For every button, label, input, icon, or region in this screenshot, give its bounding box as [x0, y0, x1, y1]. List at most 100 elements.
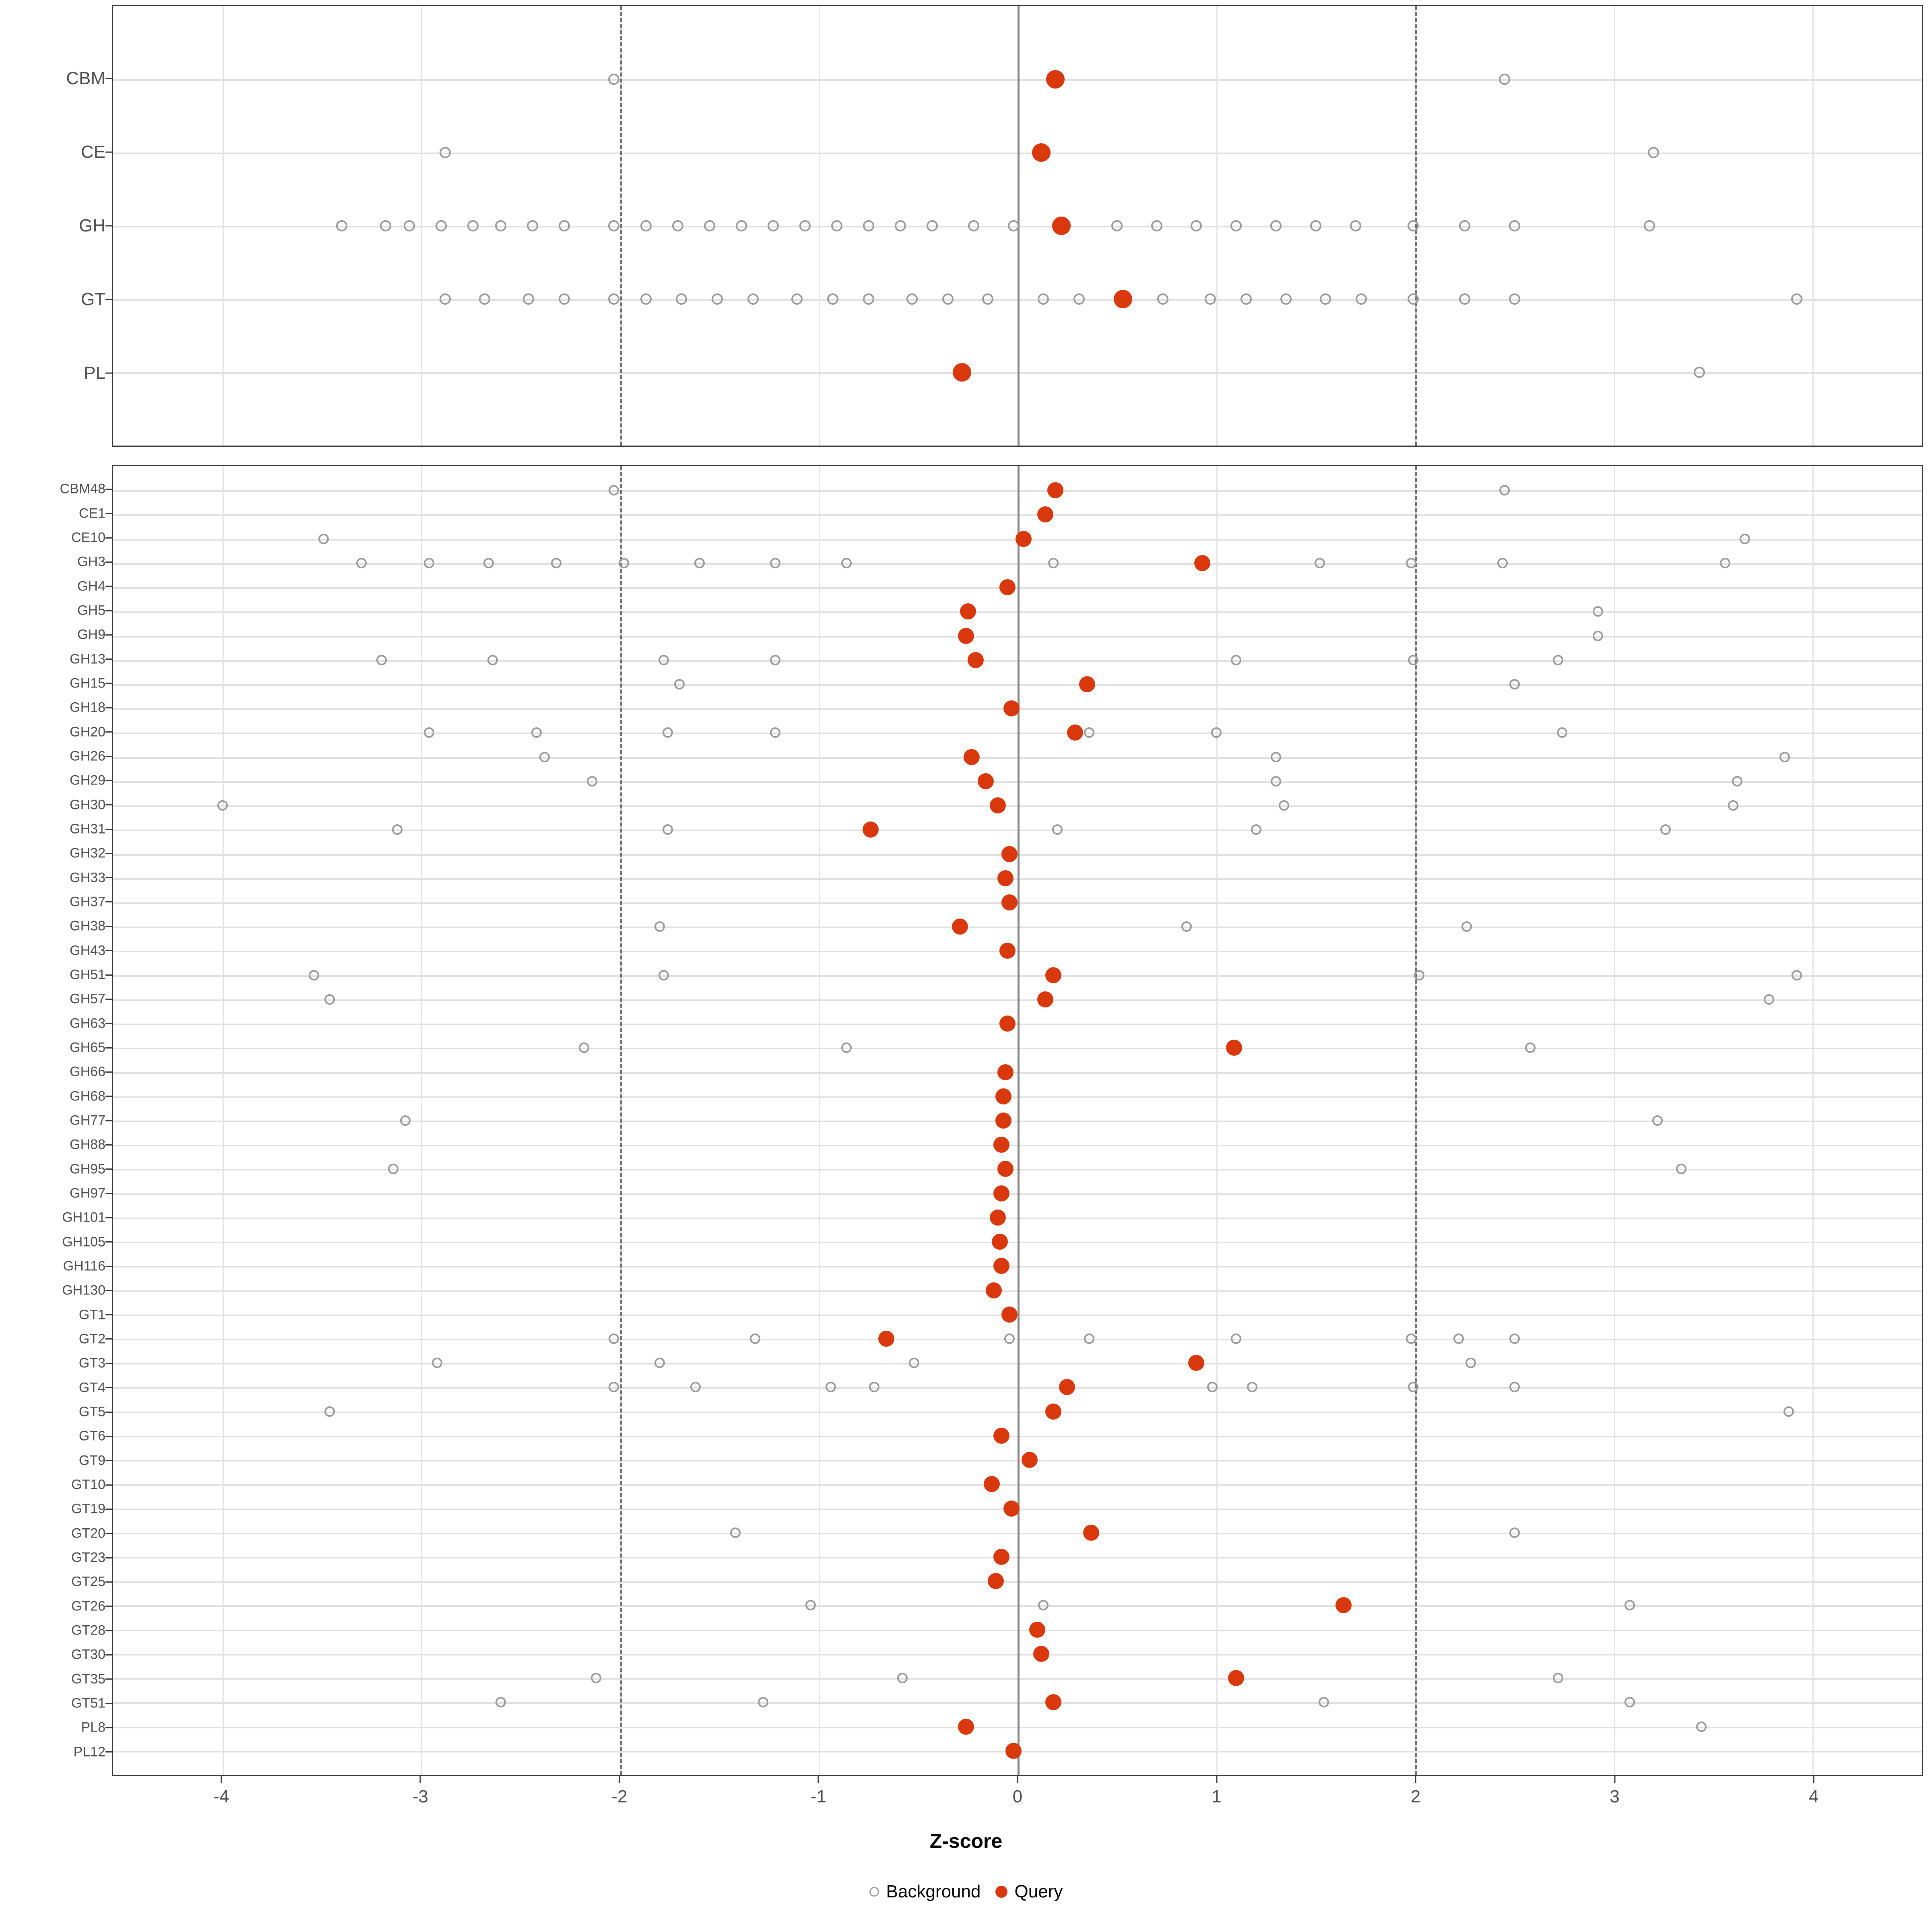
- data-point-query: [968, 652, 984, 668]
- data-point-background: [1791, 970, 1802, 980]
- data-point-query: [952, 919, 968, 935]
- data-point-background: [467, 220, 479, 231]
- data-point-background: [609, 1382, 619, 1393]
- y-tick-mark: [105, 804, 112, 806]
- legend-label-background: Background: [886, 1882, 981, 1901]
- y-tick-label-pl12: PL12: [74, 1744, 112, 1760]
- data-point-background: [894, 220, 906, 231]
- data-point-background: [1191, 220, 1202, 231]
- y-tick-label-gh77: GH77: [70, 1113, 112, 1129]
- data-point-background: [712, 293, 723, 305]
- data-point-background: [579, 1042, 590, 1053]
- data-point-background: [1499, 74, 1510, 85]
- data-point-query: [1226, 1040, 1243, 1056]
- data-point-background: [1461, 921, 1472, 932]
- y-tick-mark: [105, 151, 112, 153]
- data-point-background: [1593, 630, 1604, 641]
- y-tick-mark: [105, 755, 112, 757]
- y-tick-label-gh18: GH18: [70, 700, 112, 716]
- data-point-background: [654, 921, 665, 932]
- data-point-background: [1652, 1115, 1663, 1126]
- y-tick-label-gh101: GH101: [62, 1210, 112, 1226]
- legend-label-query: Query: [1014, 1882, 1063, 1901]
- y-tick-mark: [105, 1071, 112, 1073]
- data-point-background: [439, 147, 451, 158]
- data-point-background: [1181, 921, 1192, 932]
- y-tick-mark: [105, 1241, 112, 1243]
- data-point-query: [1046, 70, 1065, 89]
- data-point-background: [1696, 1721, 1707, 1732]
- data-point-background: [1356, 293, 1367, 305]
- data-point-query: [1037, 506, 1054, 523]
- y-tick-label-gt9: GT9: [79, 1453, 112, 1468]
- data-point-background: [704, 220, 715, 231]
- gridline-vertical: [1614, 466, 1615, 1775]
- x-tick-label: -4: [213, 1787, 229, 1806]
- data-point-background: [1407, 220, 1419, 231]
- y-tick-label-ce10: CE10: [71, 530, 112, 546]
- data-point-background: [1111, 220, 1123, 231]
- data-point-background: [805, 1600, 816, 1611]
- gridline-vertical: [1812, 466, 1814, 1775]
- y-tick-label-gt2: GT2: [79, 1331, 112, 1347]
- data-point-background: [479, 293, 491, 305]
- data-point-query: [1047, 482, 1063, 499]
- data-point-background: [591, 1673, 602, 1684]
- data-point-background: [1270, 220, 1282, 231]
- data-point-background: [608, 220, 620, 231]
- y-tick-mark: [105, 1096, 112, 1097]
- data-point-background: [435, 220, 447, 231]
- data-point-background: [431, 1358, 442, 1368]
- x-tick-label: 3: [1610, 1787, 1620, 1806]
- legend-item-background[interactable]: Background: [869, 1882, 981, 1902]
- data-point-background: [1157, 293, 1168, 305]
- data-point-query: [1188, 1355, 1205, 1371]
- data-point-background: [672, 220, 683, 231]
- data-point-query: [1045, 1403, 1061, 1420]
- data-point-background: [799, 220, 811, 231]
- data-point-background: [1509, 220, 1520, 231]
- y-tick-mark: [105, 1435, 112, 1437]
- data-point-background: [1271, 776, 1281, 786]
- data-point-query: [997, 1064, 1014, 1080]
- y-tick-label-gh: GH: [79, 216, 112, 236]
- gridline-vertical: [421, 6, 423, 446]
- data-point-background: [1314, 557, 1325, 568]
- y-tick-label-gh68: GH68: [70, 1088, 112, 1104]
- y-tick-label-gh29: GH29: [70, 773, 112, 788]
- y-tick-label-pl8: PL8: [81, 1720, 112, 1736]
- data-point-query: [960, 603, 976, 620]
- y-tick-mark: [105, 537, 112, 539]
- gridline-vertical: [222, 466, 224, 1775]
- data-point-background: [1465, 1358, 1476, 1368]
- y-tick-label-gh51: GH51: [70, 967, 112, 983]
- data-point-background: [217, 800, 228, 811]
- data-point-background: [1453, 1333, 1464, 1344]
- data-point-query: [1033, 1645, 1050, 1662]
- gridline-vertical: [819, 466, 820, 1775]
- data-point-background: [654, 1358, 665, 1368]
- x-tick-mark: [619, 1776, 620, 1783]
- y-tick-mark: [105, 225, 112, 227]
- data-point-background: [1151, 220, 1162, 231]
- data-point-query: [1032, 143, 1051, 162]
- y-tick-label-gt3: GT3: [79, 1356, 112, 1371]
- y-tick-label-gt26: GT26: [71, 1598, 112, 1614]
- data-point-background: [909, 1358, 920, 1368]
- y-tick-mark: [105, 610, 112, 611]
- y-tick-mark: [105, 1630, 112, 1631]
- y-tick-mark: [105, 998, 112, 1000]
- y-tick-mark: [105, 1654, 112, 1655]
- y-tick-mark: [105, 1193, 112, 1194]
- data-point-background: [424, 557, 435, 568]
- y-tick-label-gh105: GH105: [62, 1234, 112, 1250]
- threshold-line-minus2: [620, 6, 622, 446]
- legend-item-query[interactable]: Query: [995, 1882, 1063, 1902]
- data-point-background: [1624, 1697, 1635, 1708]
- y-tick-label-gh95: GH95: [70, 1161, 112, 1177]
- data-point-background: [1525, 1042, 1536, 1053]
- data-point-background: [863, 220, 874, 231]
- data-point-background: [1084, 1333, 1094, 1344]
- y-tick-label-gt28: GT28: [71, 1623, 112, 1639]
- data-point-query: [999, 579, 1016, 596]
